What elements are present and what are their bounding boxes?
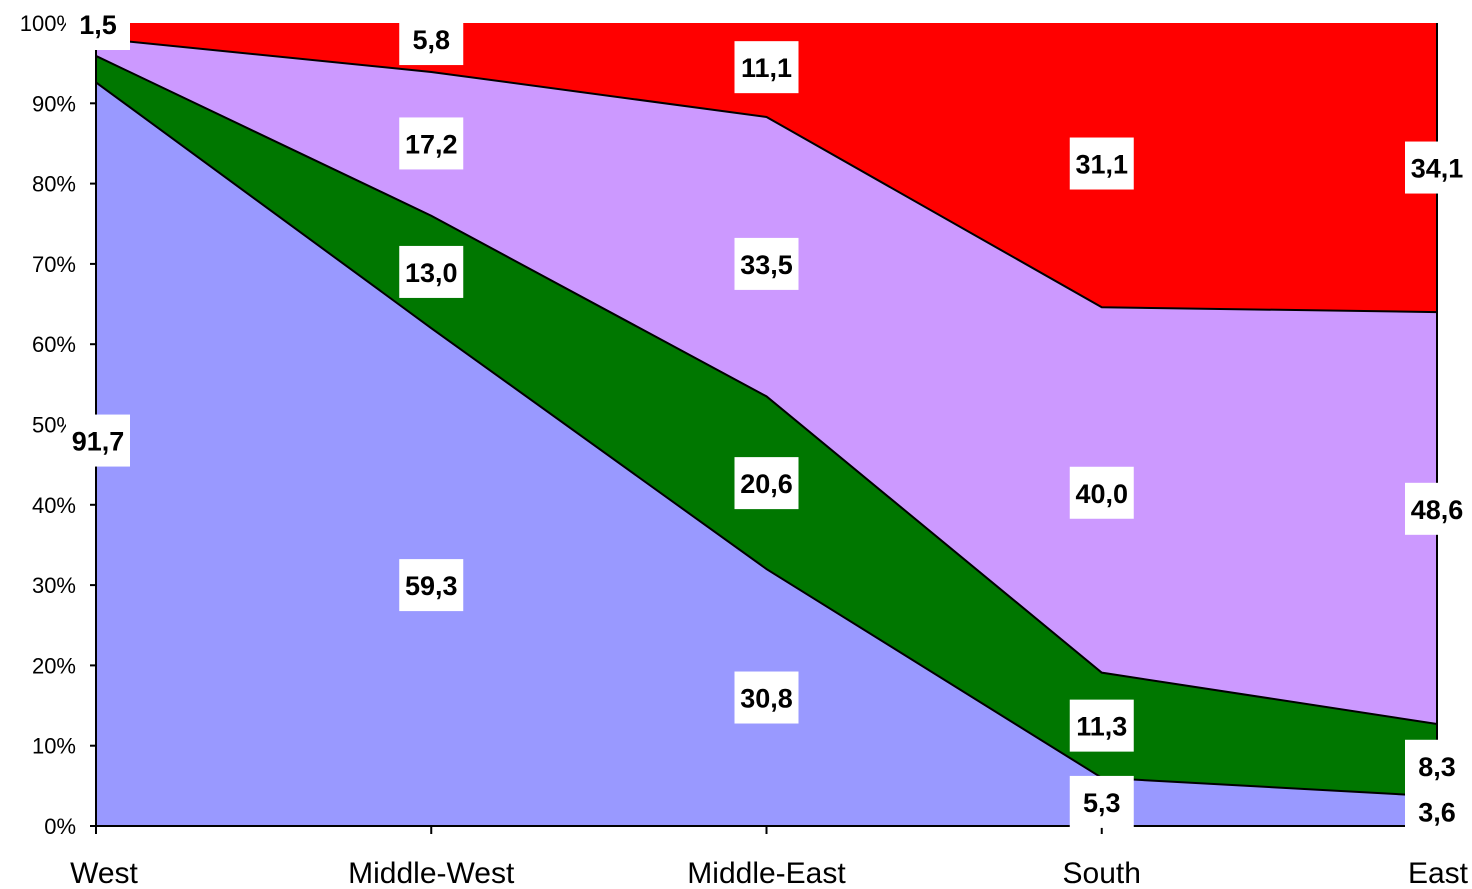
area-series-4 [96, 23, 1437, 313]
y-tick-label: 60% [32, 332, 76, 357]
data-label-text: 3,6 [1418, 798, 1456, 828]
data-label-text: 8,3 [1418, 752, 1456, 782]
data-label: 3,6 [1405, 785, 1469, 838]
y-tick-label: 40% [32, 493, 76, 518]
data-label: 11,3 [1069, 699, 1134, 752]
data-label-background [399, 117, 464, 170]
data-label-text: 34,1 [1411, 154, 1464, 184]
data-label-text: 31,1 [1075, 150, 1128, 180]
data-label: 33,5 [734, 237, 799, 290]
series-boundary-line-1 [95, 81, 1438, 798]
y-tick-label: 0% [44, 814, 76, 839]
x-category-label: Middle-East [687, 857, 846, 889]
y-tick-labels: 0%10%20%30%40%50%60%70%80%90%100% [20, 11, 96, 839]
data-label: 5,3 [1069, 775, 1134, 828]
data-label: 5,8 [399, 13, 464, 66]
data-label: 13,0 [399, 245, 464, 298]
data-label-background [1405, 141, 1469, 194]
data-label-text: 5,8 [412, 25, 450, 55]
data-label-text: 33,5 [740, 250, 793, 280]
data-label-background [734, 457, 799, 510]
data-label-background [1405, 482, 1469, 535]
series-boundary-line-2 [95, 55, 1438, 726]
data-label: 20,6 [734, 457, 799, 510]
area-series-1 [96, 82, 1437, 826]
data-label-text: 11,1 [741, 53, 792, 83]
data-label-background [1405, 739, 1469, 792]
y-tick-label: 80% [32, 172, 76, 197]
y-tick-label: 90% [32, 91, 76, 116]
data-label: 8,3 [1405, 739, 1469, 792]
area-series-2 [96, 55, 1437, 797]
data-label: 34,1 [1405, 141, 1469, 194]
data-label: 1,5 [66, 0, 130, 50]
data-label-background [399, 245, 464, 298]
data-label: 59,3 [399, 559, 464, 612]
data-label: 17,2 [399, 117, 464, 170]
data-label-text: 40,0 [1075, 479, 1128, 509]
data-label-background [66, 414, 130, 467]
data-label-background [1069, 137, 1134, 190]
x-category-label: Middle-West [348, 857, 515, 889]
data-label-background [66, 0, 130, 50]
data-label-background [1069, 775, 1134, 828]
y-tick-label: 30% [32, 573, 76, 598]
data-label-text: 48,6 [1411, 495, 1464, 525]
data-label-text: 30,8 [740, 684, 793, 714]
data-label-background [1405, 785, 1469, 838]
data-label-background [734, 41, 799, 94]
data-label-text: 5,3 [1083, 788, 1121, 818]
data-label-text: 13,0 [405, 258, 458, 288]
data-label-background [734, 671, 799, 724]
x-category-label: West [70, 857, 138, 889]
data-label: 48,6 [1405, 482, 1469, 535]
data-labels: 91,7 59,3 30,8 5,3 3,6 13,0 20,6 11,3 8,3 17,2 33,… [66, 0, 1469, 838]
data-label-background [399, 13, 464, 66]
data-label-text: 59,3 [405, 571, 458, 601]
x-category-label: South [1063, 857, 1141, 889]
data-label: 91,7 [66, 414, 130, 467]
data-label: 11,1 [734, 41, 799, 94]
data-label-text: 1,5 [79, 10, 117, 40]
y-tick-label: 20% [32, 653, 76, 678]
series-boundary-line-3 [95, 37, 1438, 314]
data-label-background [1069, 466, 1134, 519]
data-label-background [1069, 699, 1134, 752]
data-label: 31,1 [1069, 137, 1134, 190]
data-label-text: 17,2 [405, 129, 458, 159]
y-tick-label: 70% [32, 252, 76, 277]
x-category-labels: West Middle-West Middle-East South East [70, 826, 1469, 889]
y-tick-label: 10% [32, 734, 76, 759]
x-category-label: East [1408, 857, 1469, 889]
data-label-text: 20,6 [740, 469, 793, 499]
series-areas [95, 23, 1438, 826]
data-label: 40,0 [1069, 466, 1134, 519]
data-label-text: 91,7 [72, 427, 125, 457]
data-label: 30,8 [734, 671, 799, 724]
data-label-background [399, 559, 464, 612]
area-series-3 [96, 38, 1437, 725]
data-label-text: 11,3 [1076, 712, 1127, 742]
data-label-background [734, 237, 799, 290]
